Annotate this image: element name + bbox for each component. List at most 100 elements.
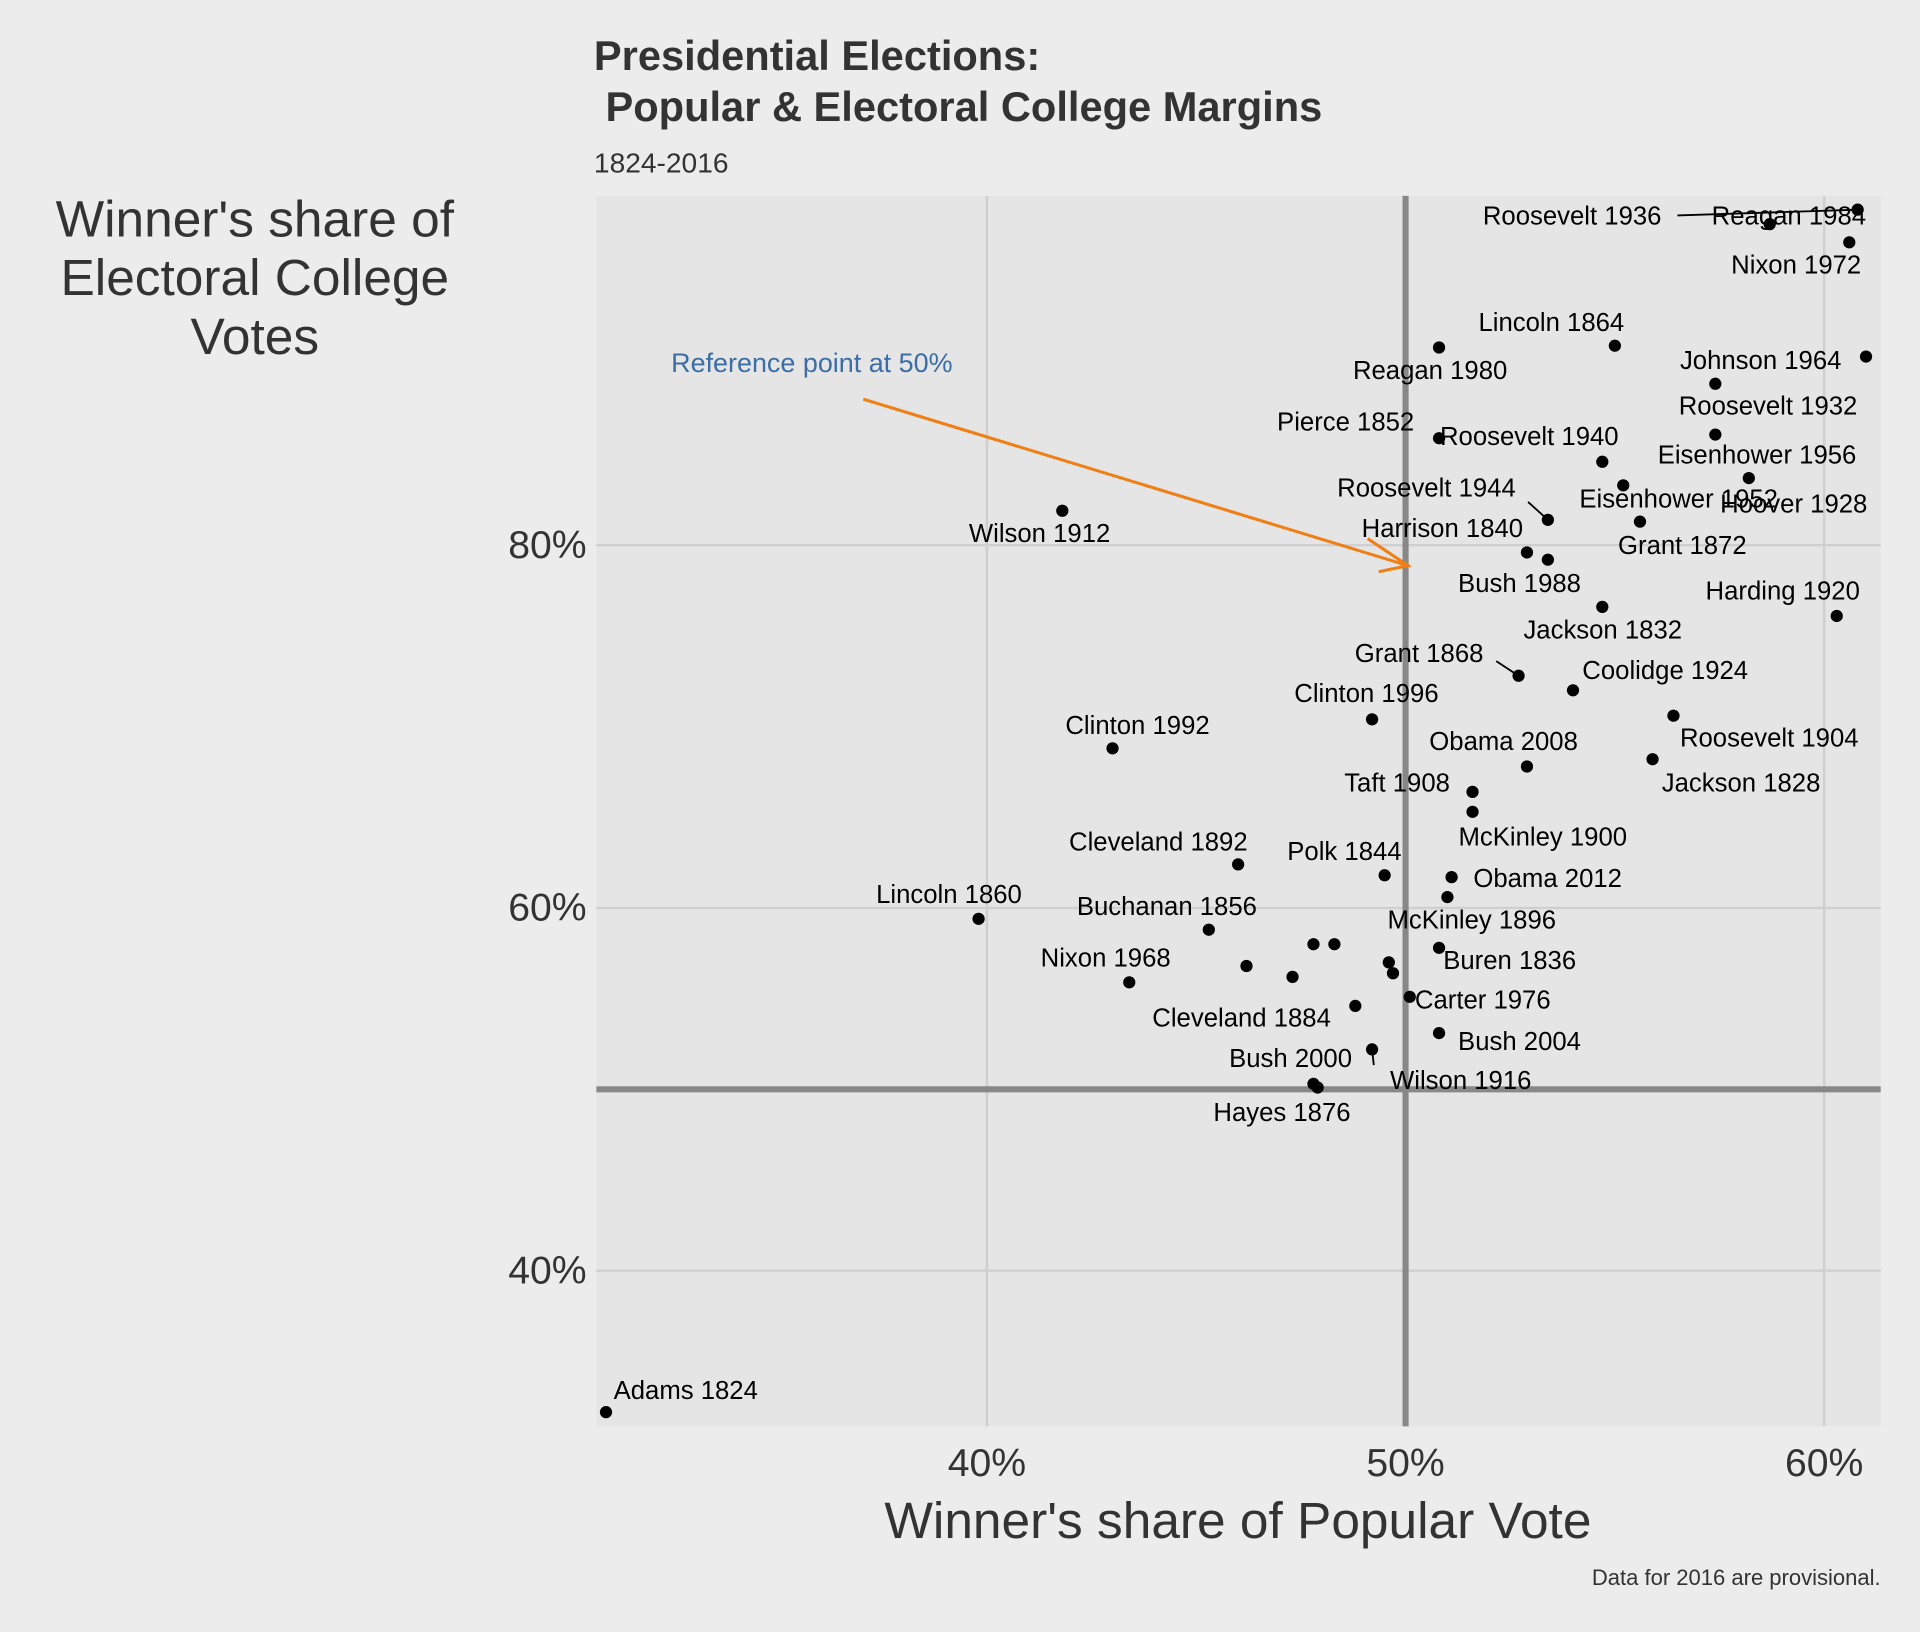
point bbox=[1365, 1043, 1379, 1056]
point-label: Obama 2008 bbox=[1429, 728, 1578, 756]
point-label: Taft 1908 bbox=[1344, 770, 1450, 798]
point bbox=[1231, 858, 1245, 871]
point bbox=[1646, 753, 1659, 766]
point bbox=[1432, 941, 1446, 954]
point-label: Polk 1844 bbox=[1287, 838, 1401, 866]
caption: Data for 2016 are provisional. bbox=[1592, 1565, 1881, 1590]
x-tick-label: 40% bbox=[948, 1442, 1026, 1485]
point bbox=[1520, 546, 1534, 559]
y-axis-label: Electoral College bbox=[60, 248, 449, 306]
point-label: Bush 2000 bbox=[1229, 1045, 1352, 1073]
point-label: Obama 2012 bbox=[1473, 865, 1622, 893]
point bbox=[1328, 938, 1341, 951]
point bbox=[1056, 504, 1069, 517]
point-label: Jackson 1828 bbox=[1662, 770, 1821, 798]
point-label: Hayes 1876 bbox=[1213, 1099, 1350, 1127]
point bbox=[1709, 377, 1722, 390]
point-label: Johnson 1964 bbox=[1680, 347, 1842, 375]
y-axis-label: Winner's share of bbox=[56, 189, 455, 247]
point bbox=[1386, 967, 1400, 980]
point bbox=[1403, 990, 1416, 1003]
point bbox=[599, 1406, 613, 1419]
point bbox=[1432, 432, 1446, 445]
point-label: Buren 1836 bbox=[1443, 947, 1576, 975]
plot-panel bbox=[596, 195, 1881, 1427]
point-label: Nixon 1968 bbox=[1041, 945, 1171, 973]
point bbox=[972, 912, 985, 925]
point bbox=[1512, 669, 1525, 682]
point bbox=[1240, 959, 1253, 973]
point bbox=[1541, 513, 1555, 526]
point bbox=[1851, 203, 1864, 216]
subtitle: 1824-2016 bbox=[594, 148, 729, 179]
point-label: Cleveland 1884 bbox=[1152, 1005, 1331, 1033]
x-tick-label: 50% bbox=[1366, 1442, 1444, 1485]
point-label: Harrison 1840 bbox=[1362, 515, 1523, 543]
chart-title: Popular & Electoral College Margins bbox=[594, 83, 1322, 130]
point bbox=[1307, 1077, 1320, 1091]
point bbox=[1441, 890, 1454, 904]
point-label: Adams 1824 bbox=[614, 1377, 758, 1405]
point bbox=[1382, 956, 1395, 969]
point-label: Bush 1988 bbox=[1458, 570, 1581, 598]
point-label: McKinley 1896 bbox=[1387, 907, 1556, 935]
point bbox=[1123, 976, 1136, 989]
point-label: Reagan 1980 bbox=[1353, 357, 1507, 385]
point bbox=[1859, 350, 1873, 363]
x-axis-label: Winner's share of Popular Vote bbox=[884, 1491, 1591, 1549]
point bbox=[1432, 1026, 1446, 1040]
point-label: Clinton 1996 bbox=[1294, 680, 1438, 708]
point-label: Bush 2004 bbox=[1458, 1028, 1581, 1056]
point-label: Lincoln 1860 bbox=[876, 881, 1022, 909]
point-label: Harding 1920 bbox=[1706, 577, 1860, 605]
y-tick-label: 60% bbox=[508, 887, 586, 930]
point-label: Pierce 1852 bbox=[1277, 408, 1414, 436]
point-label: Reagan 1984 bbox=[1712, 203, 1866, 231]
point bbox=[1286, 970, 1299, 983]
point-label: Buchanan 1856 bbox=[1077, 893, 1257, 921]
annotation: Reference point at 50% bbox=[671, 348, 952, 378]
point-label: Roosevelt 1944 bbox=[1337, 475, 1516, 503]
annotation-arrow bbox=[862, 397, 1412, 574]
point bbox=[1541, 553, 1555, 566]
point bbox=[1667, 709, 1680, 722]
point-label: Nixon 1972 bbox=[1731, 252, 1861, 280]
point-label: Jackson 1832 bbox=[1523, 617, 1682, 645]
point-label: McKinley 1900 bbox=[1458, 823, 1627, 851]
point-label: Lincoln 1864 bbox=[1478, 309, 1624, 337]
point bbox=[1763, 218, 1776, 231]
point bbox=[1432, 341, 1446, 354]
point-label: Cleveland 1892 bbox=[1069, 828, 1248, 856]
point bbox=[1466, 785, 1479, 798]
point bbox=[1709, 428, 1722, 441]
point bbox=[1843, 236, 1856, 249]
y-axis-label: Votes bbox=[190, 307, 319, 365]
y-tick-label: 40% bbox=[508, 1249, 586, 1292]
point bbox=[1445, 871, 1458, 884]
point-label: Wilson 1916 bbox=[1390, 1067, 1531, 1095]
chart-title: Presidential Elections: bbox=[594, 32, 1040, 79]
point bbox=[1365, 713, 1379, 726]
label-leader bbox=[1677, 208, 1858, 217]
x-tick-label: 60% bbox=[1785, 1442, 1863, 1485]
point-label: Roosevelt 1932 bbox=[1679, 392, 1858, 420]
point bbox=[1608, 339, 1621, 352]
point bbox=[1466, 805, 1479, 818]
point-label: Roosevelt 1936 bbox=[1483, 203, 1662, 231]
point bbox=[1349, 999, 1362, 1013]
point-label: Roosevelt 1904 bbox=[1680, 724, 1859, 752]
point-label: Eisenhower 1952 bbox=[1579, 486, 1778, 514]
point-label: Grant 1872 bbox=[1618, 532, 1747, 560]
point-label: Hoover 1928 bbox=[1720, 490, 1867, 518]
point-label: Grant 1868 bbox=[1355, 640, 1484, 668]
point-label: Wilson 1912 bbox=[969, 520, 1110, 548]
point bbox=[1633, 515, 1647, 528]
point-label: Eisenhower 1956 bbox=[1658, 441, 1857, 469]
point bbox=[1106, 742, 1119, 755]
point bbox=[1617, 479, 1630, 492]
point bbox=[1830, 609, 1843, 623]
point bbox=[1202, 923, 1215, 936]
point-label: Coolidge 1924 bbox=[1582, 657, 1748, 685]
point-label: Carter 1976 bbox=[1415, 986, 1551, 1014]
